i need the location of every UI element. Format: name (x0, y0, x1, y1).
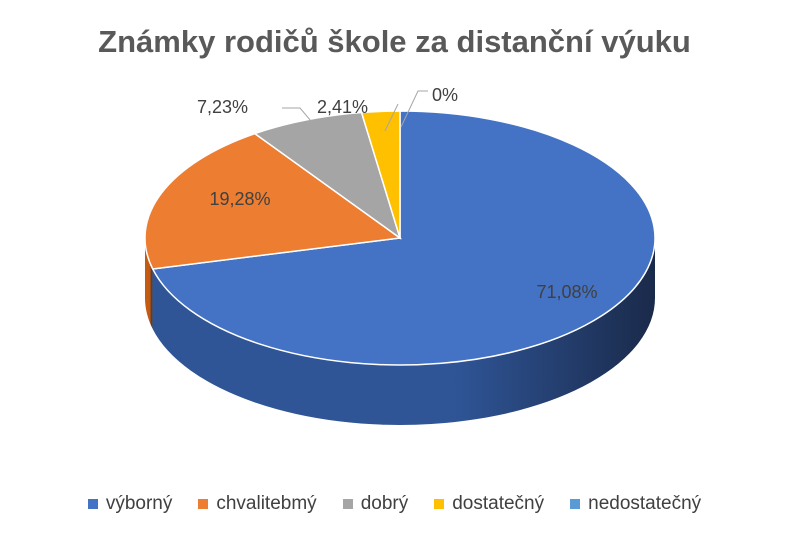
data-label-nedostatecny: 0% (432, 85, 458, 105)
data-label-vyborny: 71,08% (536, 282, 597, 302)
legend-swatch (342, 499, 353, 509)
legend-swatch (87, 499, 98, 509)
data-label-chvalitebmy: 19,28% (209, 189, 270, 209)
pie-slice-chvalitebmy (144, 132, 402, 270)
legend-item-dostatecny: dostatečný (434, 493, 544, 515)
pie-slice-dostatecny (360, 110, 401, 239)
data-label-dobry: 7,23% (197, 97, 248, 117)
legend-swatch (198, 499, 209, 509)
legend-label: výborný (105, 493, 173, 514)
legend-item-dobry: dobrý (342, 493, 409, 515)
legend-label: dostatečný (452, 493, 545, 514)
leader-line-nedostatecny (400, 90, 428, 128)
pie-side-vyborny (152, 238, 655, 426)
legend: výborný chvalitebmý dobrý dostatečný nedosta… (0, 493, 789, 515)
leader-line-dostatecny (384, 103, 399, 132)
leader-line-dobry (282, 107, 323, 135)
legend-label: dobrý (360, 493, 409, 514)
pie-slice-dobry (253, 111, 402, 240)
legend-item-chvalitebmy: chvalitebmý (198, 493, 317, 515)
legend-swatch (570, 499, 581, 509)
pie-slice-vyborny (151, 110, 656, 366)
legend-swatch (434, 499, 445, 509)
legend-label: nedostatečný (588, 493, 702, 514)
legend-item-nedostatecny: nedostatečný (570, 493, 701, 515)
data-label-dostatecny: 2,41% (317, 97, 368, 117)
pie-side-chvalitebmy (145, 238, 153, 329)
chart-title: Známky rodičů škole za distanční výuku (98, 24, 691, 59)
legend-item-vyborny: výborný (87, 493, 173, 515)
legend-label: chvalitebmý (216, 493, 317, 514)
